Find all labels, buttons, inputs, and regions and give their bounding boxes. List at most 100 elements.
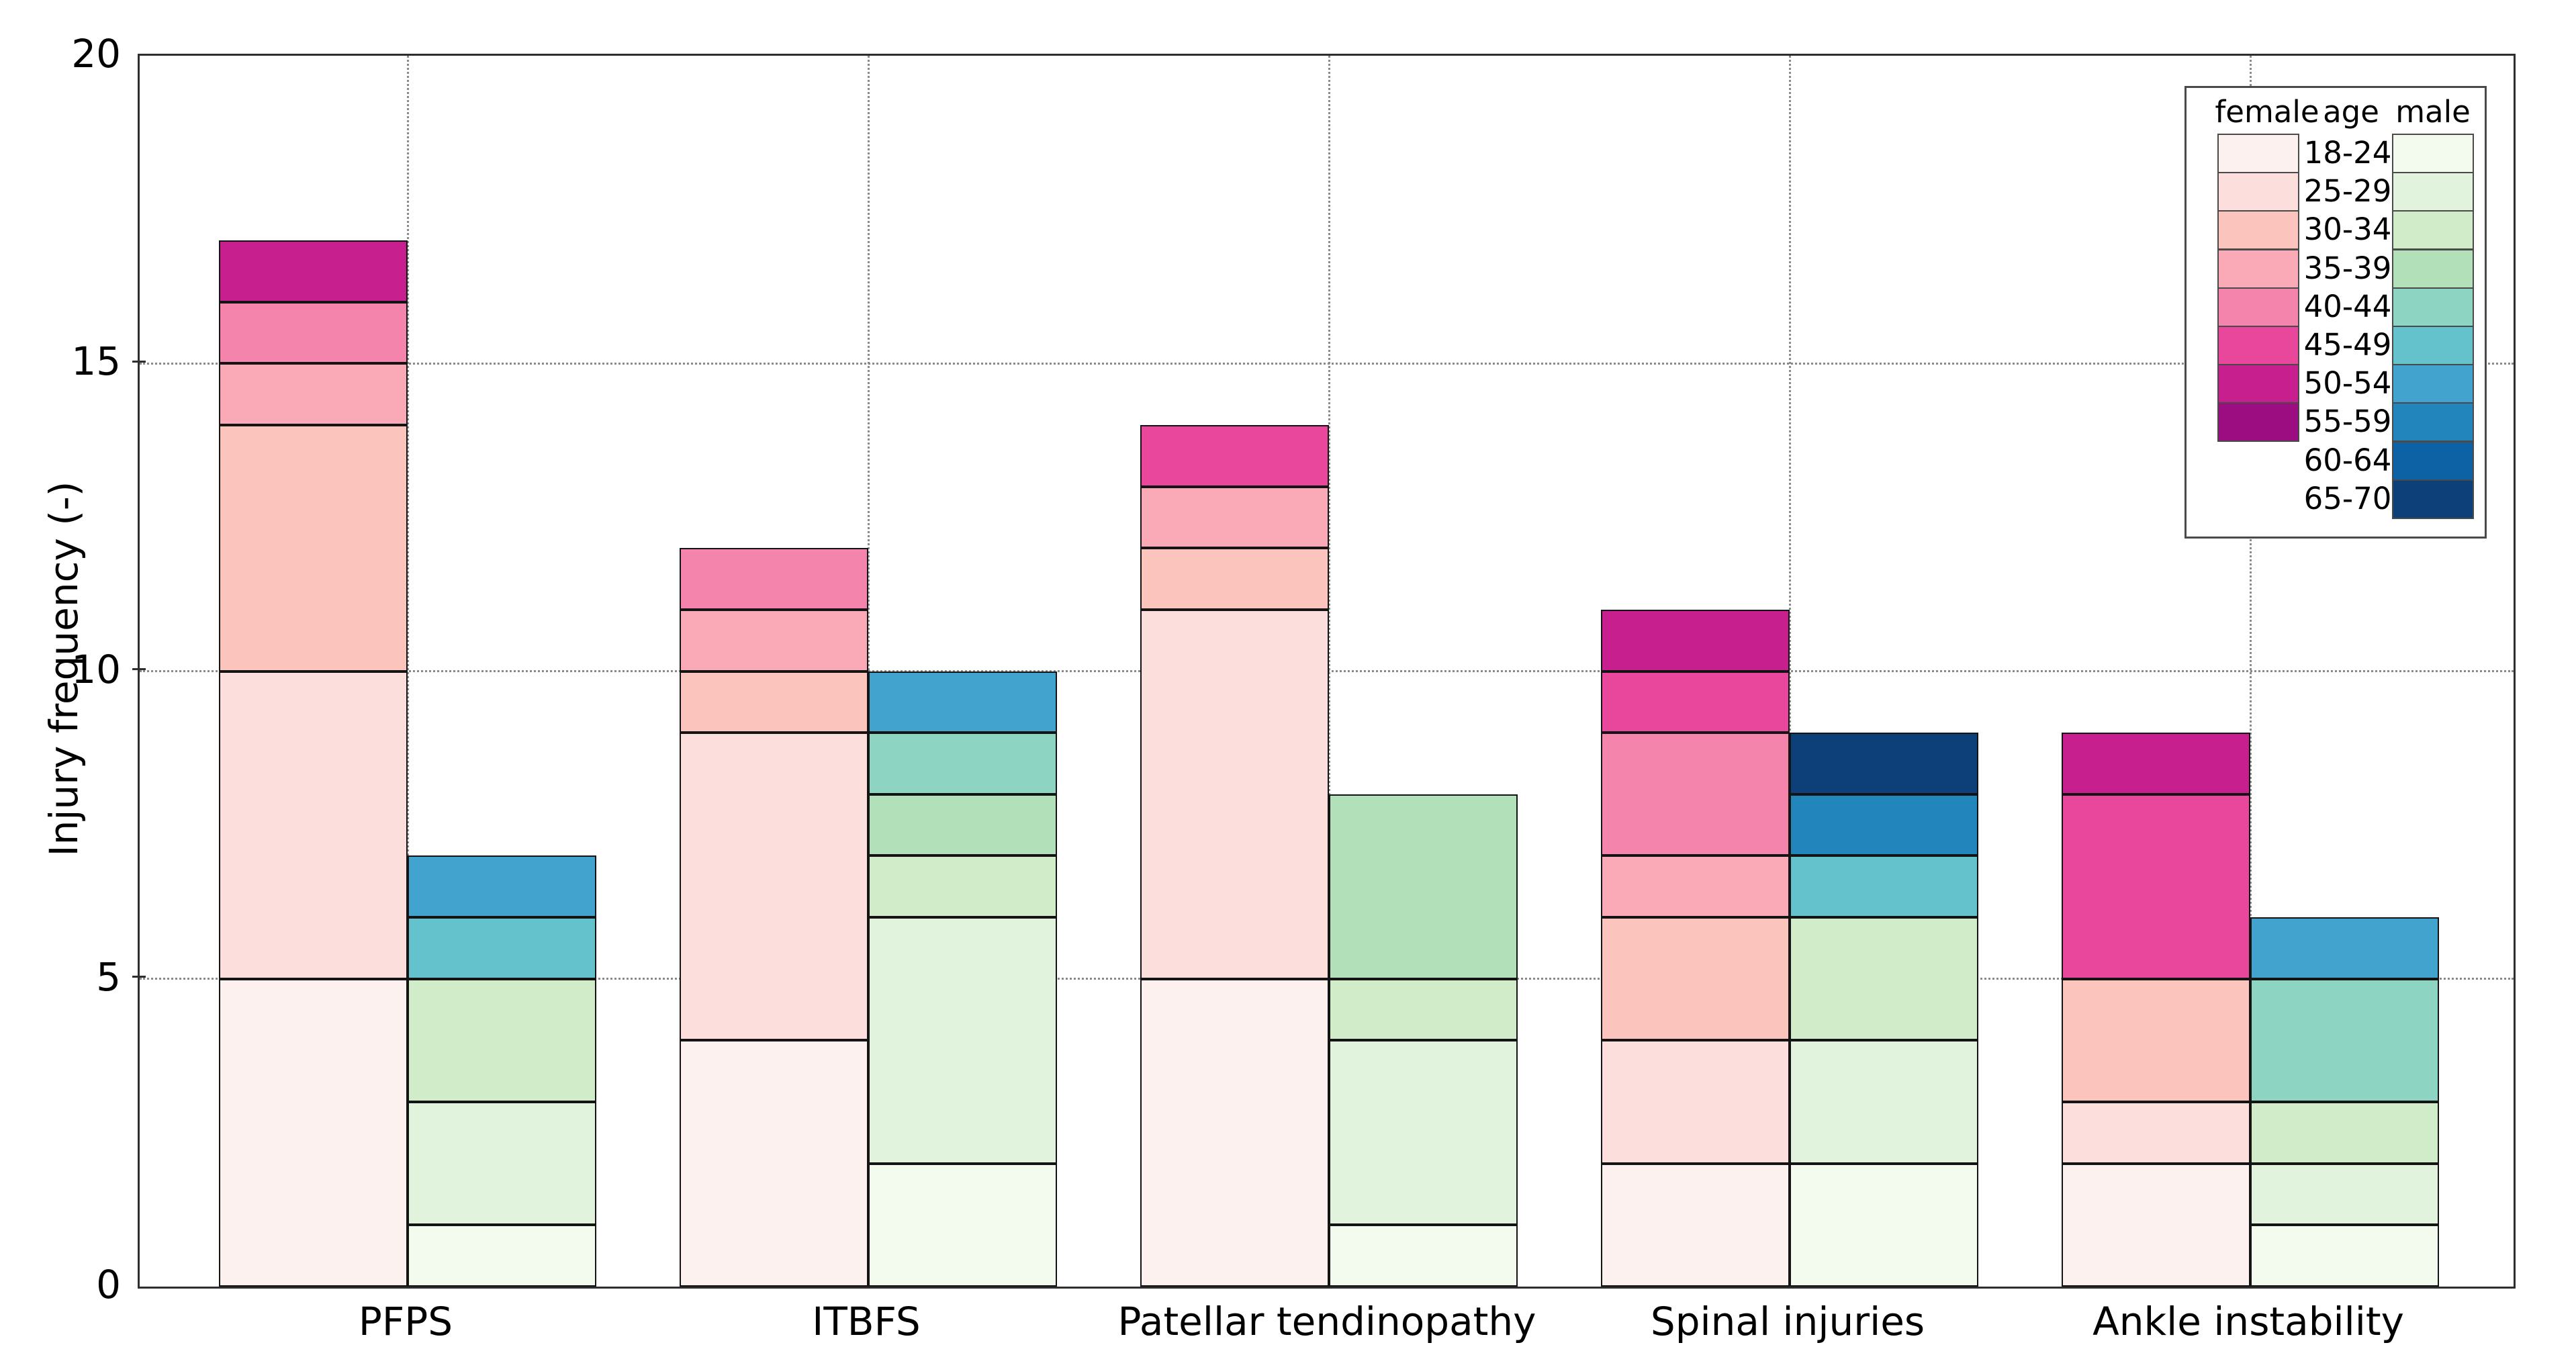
bar-segment-male-age-25-29 xyxy=(1790,1040,1978,1164)
legend-age-label: 30-34 xyxy=(2303,212,2392,248)
y-tick-label: 0 xyxy=(96,1262,121,1307)
bar-segment-female-age-45-49 xyxy=(1140,424,1329,487)
bar-segment-male-age-18-24 xyxy=(868,1163,1057,1287)
bar-segment-male-age-18-24 xyxy=(1790,1163,1978,1287)
legend-swatch-male-18-24 xyxy=(2392,134,2474,173)
bar-segment-female-age-35-39 xyxy=(1140,486,1329,549)
bar-segment-female-age-18-24 xyxy=(1601,1163,1790,1287)
bar-segment-male-age-18-24 xyxy=(2250,1225,2439,1287)
bar-segment-male-age-25-29 xyxy=(2250,1163,2439,1225)
y-tick-mark xyxy=(132,668,146,670)
legend-age-label: 25-29 xyxy=(2303,173,2392,210)
legend-header-male: male xyxy=(2395,94,2471,130)
legend-swatch-male-35-39 xyxy=(2392,248,2474,289)
y-tick-label: 5 xyxy=(96,954,121,1000)
bar-segment-female-age-50-54 xyxy=(1601,609,1790,671)
bar-segment-female-age-25-29 xyxy=(1140,609,1329,979)
bar-segment-female-age-25-29 xyxy=(1601,1040,1790,1164)
bar-segment-male-age-45-49 xyxy=(408,917,596,979)
bar-segment-female-age-40-44 xyxy=(219,302,408,364)
legend-header-female: female xyxy=(2215,94,2319,130)
bar-segment-male-age-25-29 xyxy=(408,1102,596,1225)
bar-segment-male-age-30-34 xyxy=(408,978,596,1103)
bar-segment-male-age-40-44 xyxy=(2250,978,2439,1103)
legend-swatch-male-25-29 xyxy=(2392,172,2474,212)
x-tick-label: Spinal injuries xyxy=(1650,1299,1925,1344)
x-tick-label: ITBFS xyxy=(812,1299,921,1344)
bar-segment-female-age-30-34 xyxy=(680,671,868,733)
y-tick-mark xyxy=(132,976,146,978)
legend-swatch-male-65-70 xyxy=(2392,479,2474,519)
bar-segment-female-age-35-39 xyxy=(1601,855,1790,918)
x-tick-label: Patellar tendinopathy xyxy=(1117,1299,1536,1344)
bar-segment-male-age-30-34 xyxy=(1329,978,1518,1041)
legend: female age male 18-24 25-29 30-34 35-39 40-4… xyxy=(2184,86,2487,539)
bar-segment-male-age-65-70 xyxy=(1790,733,1978,794)
grid-line-vertical xyxy=(406,56,409,1287)
legend-age-label: 55-59 xyxy=(2303,404,2392,440)
bar-segment-female-age-18-24 xyxy=(680,1040,868,1287)
bar-segment-male-age-25-29 xyxy=(1329,1040,1518,1225)
legend-swatch-male-45-49 xyxy=(2392,326,2474,365)
x-tick-label: Ankle instability xyxy=(2092,1299,2404,1344)
y-tick-label: 20 xyxy=(71,31,121,77)
bar-segment-male-age-25-29 xyxy=(868,917,1057,1164)
y-tick-label: 10 xyxy=(71,646,121,692)
bar-segment-female-age-35-39 xyxy=(680,609,868,671)
bar-segment-female-age-30-34 xyxy=(2062,978,2250,1103)
legend-swatch-male-60-64 xyxy=(2392,440,2474,481)
plot-area xyxy=(138,54,2516,1289)
bar-segment-male-age-40-44 xyxy=(868,733,1057,794)
legend-swatch-female-40-44 xyxy=(2217,287,2299,327)
legend-swatch-male-50-54 xyxy=(2392,364,2474,404)
grid-line-vertical xyxy=(2249,56,2252,1287)
bar-segment-male-age-35-39 xyxy=(1329,794,1518,979)
bar-segment-male-age-30-34 xyxy=(2250,1102,2439,1164)
bar-segment-male-age-55-59 xyxy=(1790,794,1978,856)
bar-segment-male-age-30-34 xyxy=(1790,917,1978,1041)
bar-segment-female-age-50-54 xyxy=(219,240,408,302)
y-tick-mark xyxy=(132,360,146,363)
legend-swatch-female-18-24 xyxy=(2217,134,2299,173)
legend-age-label: 45-49 xyxy=(2303,327,2392,363)
legend-swatch-female-45-49 xyxy=(2217,326,2299,365)
legend-swatch-female-25-29 xyxy=(2217,172,2299,212)
legend-age-label: 50-54 xyxy=(2303,365,2392,402)
legend-swatch-male-55-59 xyxy=(2392,402,2474,443)
bar-segment-male-age-50-54 xyxy=(408,855,596,918)
legend-age-label: 65-70 xyxy=(2303,480,2392,516)
bar-segment-male-age-18-24 xyxy=(408,1225,596,1287)
bar-segment-female-age-45-49 xyxy=(2062,794,2250,979)
bar-segment-male-age-18-24 xyxy=(1329,1225,1518,1287)
bar-segment-female-age-18-24 xyxy=(2062,1163,2250,1287)
bar-segment-female-age-45-49 xyxy=(1601,671,1790,733)
legend-swatch-female-50-54 xyxy=(2217,364,2299,404)
legend-swatch-male-30-34 xyxy=(2392,210,2474,250)
bar-segment-female-age-40-44 xyxy=(1601,733,1790,856)
legend-swatch-male-40-44 xyxy=(2392,287,2474,327)
bar-segment-male-age-35-39 xyxy=(868,794,1057,856)
x-tick-label: PFPS xyxy=(358,1299,453,1344)
legend-age-label: 35-39 xyxy=(2303,250,2392,286)
grid-line-horizontal xyxy=(140,362,2514,365)
bar-segment-female-age-18-24 xyxy=(1140,978,1329,1287)
legend-header-age: age xyxy=(2323,94,2379,130)
bar-segment-female-age-35-39 xyxy=(219,363,408,425)
legend-swatch-female-30-34 xyxy=(2217,210,2299,250)
grid-line-vertical xyxy=(867,56,870,1287)
y-tick-label: 15 xyxy=(71,338,121,385)
grid-line-vertical xyxy=(1328,56,1330,1287)
legend-swatch-female-35-39 xyxy=(2217,248,2299,289)
bar-segment-female-age-30-34 xyxy=(219,424,408,671)
bar-segment-female-age-18-24 xyxy=(219,978,408,1287)
bar-segment-female-age-25-29 xyxy=(680,733,868,1041)
legend-age-label: 40-44 xyxy=(2303,288,2392,324)
legend-age-label: 60-64 xyxy=(2303,442,2392,478)
bar-segment-female-age-30-34 xyxy=(1601,917,1790,1041)
bar-segment-male-age-50-54 xyxy=(868,671,1057,733)
grid-line-vertical xyxy=(1788,56,1791,1287)
bar-segment-male-age-50-54 xyxy=(2250,917,2439,979)
bar-segment-female-age-40-44 xyxy=(680,548,868,610)
legend-age-label: 18-24 xyxy=(2303,135,2392,171)
